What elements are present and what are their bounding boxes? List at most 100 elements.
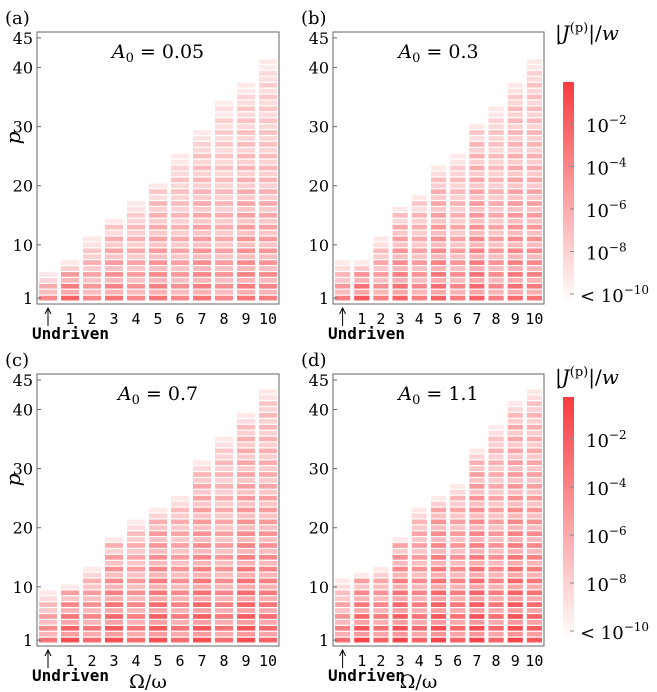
heatmap-cell (430, 560, 447, 566)
heatmap-cell (507, 537, 523, 542)
heatmap-cell (526, 572, 542, 578)
heatmap-cell (127, 572, 145, 578)
heatmap-cell (259, 418, 277, 424)
heatmap-cell (335, 631, 351, 637)
heatmap-cell (526, 602, 542, 607)
heatmap-cell (215, 513, 233, 519)
heatmap-cell (171, 224, 189, 230)
heatmap-cell (392, 537, 408, 542)
heatmap-cell (237, 248, 255, 254)
heatmap-cell (259, 218, 277, 224)
x-tick-label: 9 (241, 310, 250, 328)
heatmap-cell (526, 283, 542, 289)
heatmap-cell (488, 619, 504, 625)
heatmap-cell (149, 242, 167, 248)
heatmap-cell (105, 260, 123, 265)
heatmap-cell (488, 277, 504, 283)
heatmap-cell (488, 147, 504, 153)
heatmap-cell (469, 218, 485, 224)
heatmap-cell (430, 543, 447, 548)
heatmap-cell (259, 195, 277, 200)
heatmap-cell (259, 212, 277, 218)
heatmap-cell (215, 242, 233, 248)
heatmap-cell (526, 201, 542, 206)
heatmap-cell (215, 537, 233, 542)
heatmap-cell (526, 230, 542, 236)
heatmap-cell (259, 560, 277, 566)
heatmap-cell (507, 254, 523, 260)
heatmap-cell (507, 212, 523, 218)
heatmap-cell (488, 112, 504, 118)
heatmap-cell (171, 236, 189, 242)
heatmap-cell (83, 248, 101, 254)
heatmap-cell (488, 242, 504, 248)
heatmap-cell (259, 171, 277, 177)
heatmap-cell (392, 242, 408, 248)
heatmap-cell (430, 584, 447, 590)
heatmap-cell (507, 195, 523, 200)
y-tick-label: 45 (13, 371, 33, 390)
heatmap-cell (526, 224, 542, 230)
heatmap-cell (507, 295, 523, 301)
heatmap-cell (259, 413, 277, 418)
heatmap-cell (193, 608, 211, 613)
heatmap-cell (193, 295, 211, 301)
heatmap-cell (237, 489, 255, 495)
colorbar-tick-label: 10−2 (586, 113, 627, 137)
heatmap-cell (215, 566, 233, 572)
heatmap-cell (392, 560, 408, 566)
heatmap-cell (193, 637, 211, 643)
heatmap-cell (526, 407, 542, 412)
heatmap-cell (149, 283, 167, 289)
heatmap-cell (259, 147, 277, 153)
heatmap-cell (392, 584, 408, 590)
heatmap-cell (149, 537, 167, 542)
heatmap-cell (450, 619, 466, 625)
heatmap-cell (526, 242, 542, 248)
colorbar-tick-label: 10−4 (586, 156, 627, 180)
heatmap-cell (215, 602, 233, 607)
heatmap-cell (430, 631, 447, 637)
heatmap-cell (39, 637, 57, 643)
heatmap-cell (83, 266, 101, 271)
heatmap-cell (149, 590, 167, 596)
heatmap-cell (127, 566, 145, 572)
heatmap-cell (127, 236, 145, 242)
heatmap-cell (127, 266, 145, 271)
heatmap-cell (488, 295, 504, 301)
y-tick-label: 10 (13, 578, 33, 597)
heatmap-cell (259, 254, 277, 260)
heatmap-cell (526, 106, 542, 112)
heatmap-cell (354, 283, 370, 289)
heatmap-cell (259, 295, 277, 301)
heatmap-cell (83, 608, 101, 613)
heatmap-cell (171, 590, 189, 596)
heatmap-cell (392, 578, 408, 584)
heatmap-cell (469, 560, 485, 566)
heatmap-cell (507, 136, 523, 141)
heatmap-cell (411, 201, 427, 206)
heatmap-cell (215, 436, 233, 442)
heatmap-cell (237, 554, 255, 560)
heatmap-cell (215, 501, 233, 507)
heatmap-cell (61, 266, 79, 271)
heatmap-cell (430, 614, 447, 619)
heatmap-cell (193, 195, 211, 200)
heatmap-cell (469, 614, 485, 619)
heatmap-cell (430, 566, 447, 572)
heatmap-cell (469, 159, 485, 165)
heatmap-cell (488, 483, 504, 489)
heatmap-cell (215, 118, 233, 124)
x-tick-label: 8 (492, 652, 501, 670)
heatmap-cell (526, 554, 542, 560)
heatmap-cell (127, 525, 145, 531)
heatmap-cell (411, 631, 427, 637)
heatmap-cell (171, 195, 189, 200)
heatmap-cell (215, 614, 233, 619)
heatmap-cell (237, 88, 255, 94)
heatmap-cell (237, 448, 255, 454)
y-tick-label: 10 (309, 578, 329, 597)
heatmap-cell (526, 71, 542, 76)
heatmap-cell (373, 637, 389, 643)
heatmap-cell (430, 495, 447, 501)
